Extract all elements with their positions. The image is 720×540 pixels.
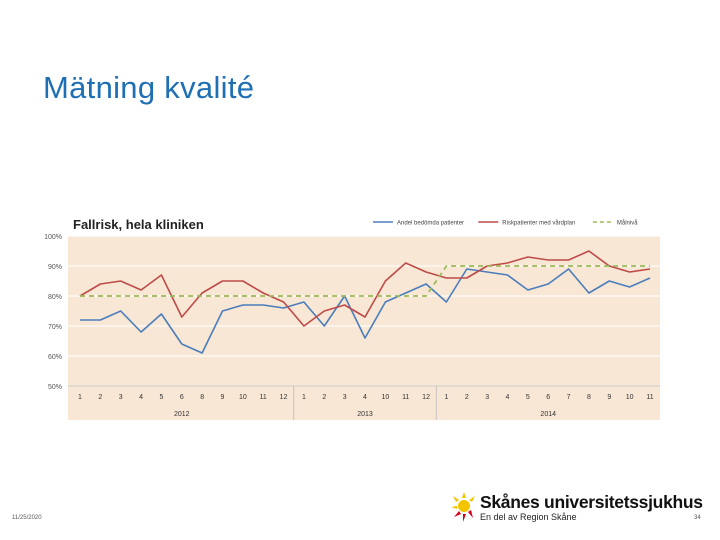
x-tick-label: 12 (280, 394, 288, 401)
chart-title: Fallrisk, hela kliniken (73, 217, 204, 232)
x-tick-label: 2 (322, 394, 326, 401)
x-tick-label: 11 (260, 394, 267, 401)
hospital-logo: Skånes universitetssjukhus En del av Reg… (450, 490, 703, 524)
x-tick-label: 11 (402, 394, 409, 401)
series-line-1 (80, 268, 651, 354)
x-tick-label: 10 (626, 394, 634, 401)
x-tick-label: 3 (343, 394, 347, 401)
y-tick-label: 80% (48, 294, 62, 301)
footer-date: 11/25/2020 (12, 515, 42, 521)
y-tick-label: 100% (44, 234, 62, 241)
series-line-3 (80, 265, 650, 297)
slide-title: Mätning kvalité (43, 70, 255, 105)
series-line-2 (79, 250, 651, 327)
logo-name: Skånes universitetssjukhus (480, 492, 703, 512)
x-tick-label: 4 (363, 394, 367, 401)
x-tick-label: 10 (381, 394, 389, 401)
x-tick-label: 5 (526, 394, 530, 401)
y-tick-label: 50% (48, 384, 62, 391)
x-tick-label: 1 (444, 394, 448, 401)
x-tick-label: 2 (98, 394, 102, 401)
year-group-label: 2014 (540, 411, 556, 418)
x-tick-label: 6 (546, 394, 550, 401)
legend-label: Riskpatienter med vårdplan (502, 220, 575, 227)
plot-background (68, 236, 660, 420)
x-tick-label: 1 (78, 394, 82, 401)
x-tick-label: 12 (422, 394, 430, 401)
x-tick-label: 4 (506, 394, 510, 401)
y-tick-label: 60% (48, 354, 62, 361)
legend-label: Målnivå (617, 220, 638, 227)
y-tick-label: 70% (48, 324, 62, 331)
x-tick-label: 3 (119, 394, 123, 401)
x-tick-label: 4 (139, 394, 143, 401)
x-tick-label: 9 (221, 394, 225, 401)
x-tick-label: 6 (180, 394, 184, 401)
x-tick-label: 8 (200, 394, 204, 401)
x-tick-label: 1 (302, 394, 306, 401)
logo-sunburst-icon (451, 492, 475, 522)
x-tick-label: 5 (159, 394, 163, 401)
x-tick-label: 8 (587, 394, 591, 401)
year-group-label: 2013 (357, 411, 373, 418)
logo-subtitle: En del av Region Skåne (480, 512, 577, 522)
legend-label: Andel bedömda patienter (397, 221, 464, 227)
year-group-label: 2012 (174, 411, 190, 418)
x-tick-label: 9 (607, 394, 611, 401)
x-tick-label: 10 (239, 394, 247, 401)
page-number: 34 (694, 515, 701, 521)
x-tick-label: 7 (567, 394, 571, 401)
x-tick-label: 3 (485, 394, 489, 401)
y-tick-label: 90% (48, 264, 62, 271)
x-tick-label: 11 (646, 394, 653, 401)
x-tick-label: 2 (465, 394, 469, 401)
